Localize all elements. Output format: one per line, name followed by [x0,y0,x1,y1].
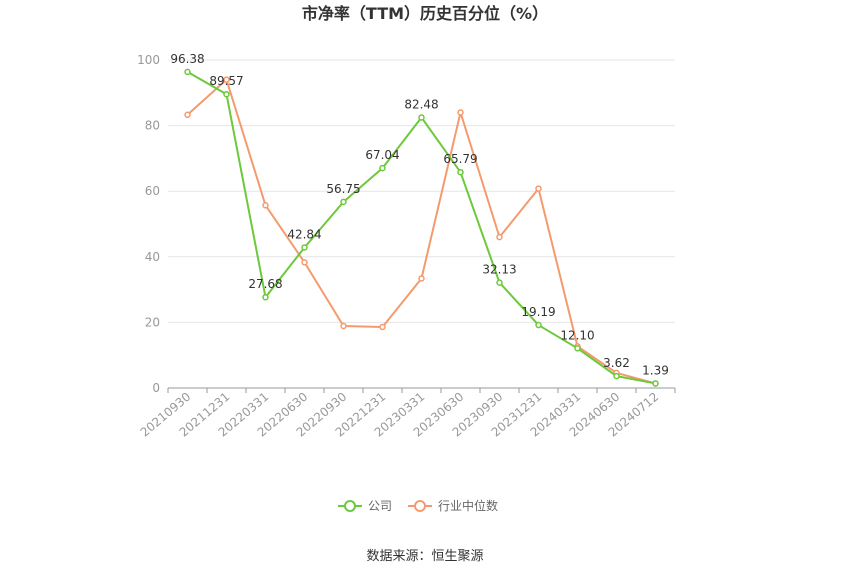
y-tick-label: 100 [137,53,160,67]
data-point[interactable] [379,164,386,172]
data-label: 12.10 [560,328,594,342]
data-point[interactable] [535,185,542,192]
data-label: 56.75 [326,182,360,196]
legend-label: 行业中位数 [438,498,498,513]
grid [168,59,675,323]
data-label: 19.19 [521,305,555,319]
y-tick-label: 40 [145,250,160,264]
legend-swatch-marker [344,500,356,512]
chart-title: 市净率（TTM）历史百分位（%） [302,4,548,23]
series-layer [184,68,659,387]
data-point[interactable] [262,293,269,301]
legend-swatch-marker [414,500,426,512]
data-label: 82.48 [404,97,438,111]
data-point[interactable] [574,345,581,352]
data-point[interactable] [184,111,191,119]
data-point[interactable] [340,198,347,206]
data-label: 65.79 [443,152,477,166]
y-tick-label: 20 [145,315,160,329]
data-label: 27.68 [248,277,282,291]
data-point[interactable] [301,244,308,251]
y-tick-label: 80 [145,119,160,133]
data-labels: 96.38 89.57 27.68 42.84 56.75 67.04 82.48 65.79… [170,52,669,378]
legend[interactable]: 公司 行业中位数 [338,498,498,513]
data-point[interactable] [652,380,659,387]
data-point[interactable] [496,233,503,241]
legend-item-0[interactable]: 公司 [338,499,392,513]
data-point[interactable] [535,321,542,329]
legend-item-1[interactable]: 行业中位数 [408,498,498,513]
source-note: 数据来源：恒生聚源 [366,549,483,564]
data-point[interactable] [418,275,425,282]
legend-label: 公司 [368,499,392,513]
y-axis: 0 20 40 60 80 100 [137,53,160,395]
data-label: 42.84 [287,227,321,241]
data-point[interactable] [457,109,464,116]
data-label: 32.13 [482,263,516,277]
data-label: 96.38 [170,52,204,66]
data-label: 3.62 [603,356,630,370]
data-point[interactable] [301,259,308,266]
data-label: 89.57 [209,74,243,88]
data-point[interactable] [457,168,464,176]
data-label: 1.39 [642,363,669,377]
y-tick-label: 0 [152,381,160,395]
y-tick-label: 60 [145,184,160,198]
data-point[interactable] [184,68,191,76]
data-point[interactable] [418,114,425,121]
x-axis: 2021093020211231202203312022063020220930… [138,387,676,440]
data-label: 67.04 [365,148,399,162]
data-point[interactable] [613,372,620,380]
data-point[interactable] [379,323,386,331]
data-point[interactable] [223,90,230,98]
data-point[interactable] [340,322,347,330]
data-point[interactable] [223,76,230,83]
data-point[interactable] [496,279,503,286]
data-point[interactable] [262,202,269,209]
